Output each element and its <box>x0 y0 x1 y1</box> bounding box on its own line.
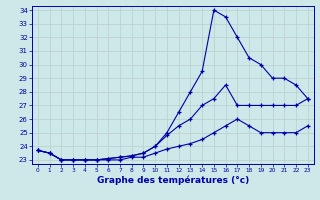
X-axis label: Graphe des températures (°c): Graphe des températures (°c) <box>97 176 249 185</box>
